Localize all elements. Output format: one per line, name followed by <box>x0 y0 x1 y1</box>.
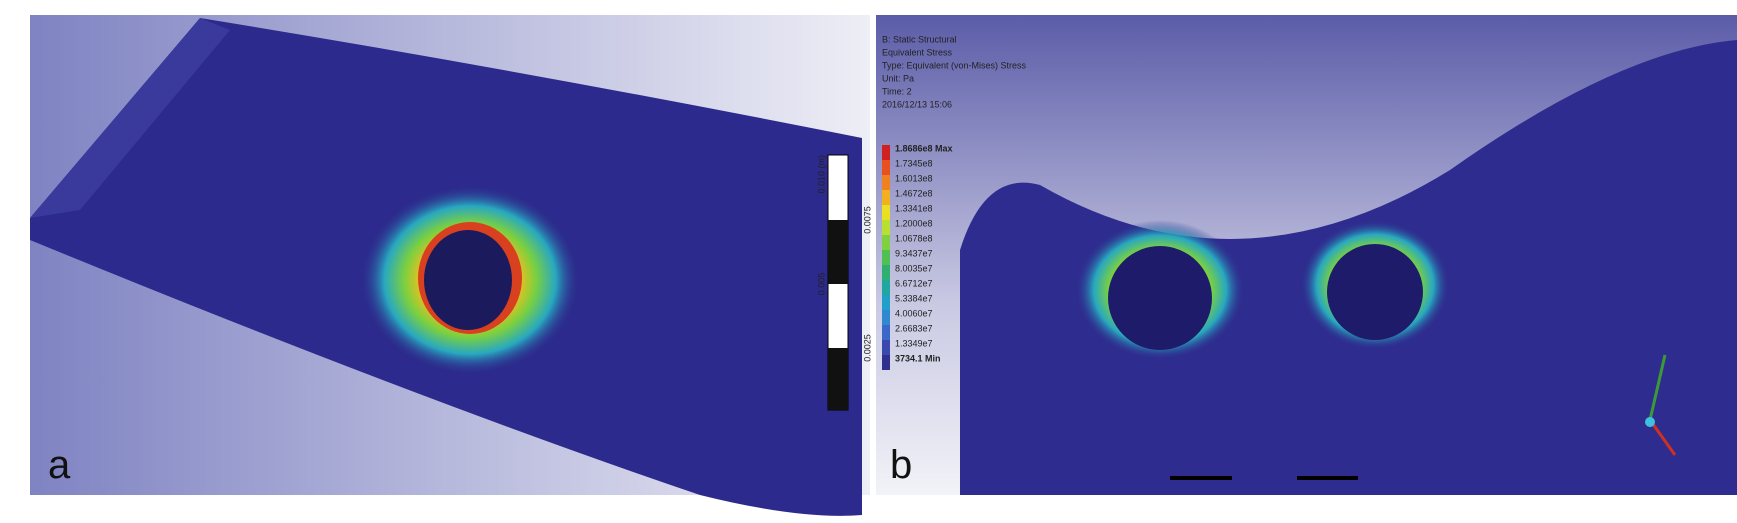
legend-swatch <box>882 250 890 265</box>
legend-swatch <box>882 160 890 175</box>
scale-tick: 0.005 <box>816 273 826 296</box>
legend-swatch <box>882 355 890 370</box>
legend-label: 9.3437e7 <box>895 248 933 258</box>
tube-edge <box>30 18 230 218</box>
legend-label: 3734.1 Min <box>895 353 941 363</box>
legend-swatch <box>882 220 890 235</box>
panel-a: 0.010 (m) 0.0075 0.005 0.0025 a <box>30 15 872 516</box>
axis-triad <box>1648 419 1677 456</box>
panel-b: b B: Static Structural Equivalent Stress T… <box>876 15 1737 495</box>
axis-triad <box>1648 354 1667 421</box>
header-line: Type: Equivalent (von-Mises) Stress <box>882 60 1027 70</box>
legend-swatch <box>882 190 890 205</box>
hole <box>1327 244 1423 340</box>
legend-label: 1.7345e8 <box>895 158 933 168</box>
panel-label: a <box>48 443 71 487</box>
legend-swatch <box>882 325 890 340</box>
scale-tick: 0.0075 <box>862 206 872 234</box>
scale-bar-segment <box>828 348 848 410</box>
legend-swatch <box>882 205 890 220</box>
legend-label: 1.4672e8 <box>895 188 933 198</box>
legend-label: 1.6013e8 <box>895 173 933 183</box>
legend-label: 5.3384e7 <box>895 293 933 303</box>
header-line: 2016/12/13 15:06 <box>882 99 952 109</box>
legend-swatch <box>882 310 890 325</box>
legend-label: 2.6683e7 <box>895 323 933 333</box>
legend-label: 1.2000e8 <box>895 218 933 228</box>
legend-label: 1.0678e8 <box>895 233 933 243</box>
header-line: Equivalent Stress <box>882 47 953 57</box>
header-line: Unit: Pa <box>882 73 914 83</box>
scale-title: 0.010 (m) <box>816 155 826 194</box>
panel-label: b <box>890 443 912 487</box>
header-line: Time: 2 <box>882 86 912 96</box>
legend-swatch <box>882 340 890 355</box>
legend-label: 4.0060e7 <box>895 308 933 318</box>
header-line: B: Static Structural <box>882 34 957 44</box>
legend-label: 6.6712e7 <box>895 278 933 288</box>
hole <box>1108 246 1212 350</box>
scale-bar-segment <box>828 220 848 284</box>
scale-tick: 0.0025 <box>862 334 872 362</box>
legend-label: 1.8686e8 Max <box>895 143 953 153</box>
axis-triad <box>1645 417 1655 427</box>
legend-label: 8.0035e7 <box>895 263 933 273</box>
legend-swatch <box>882 175 890 190</box>
hole <box>424 230 512 330</box>
legend-swatch <box>882 235 890 250</box>
legend-swatch <box>882 295 890 310</box>
legend-swatch <box>882 265 890 280</box>
legend-swatch <box>882 145 890 160</box>
legend-swatch <box>882 280 890 295</box>
legend-label: 1.3349e7 <box>895 338 933 348</box>
legend-label: 1.3341e8 <box>895 203 933 213</box>
